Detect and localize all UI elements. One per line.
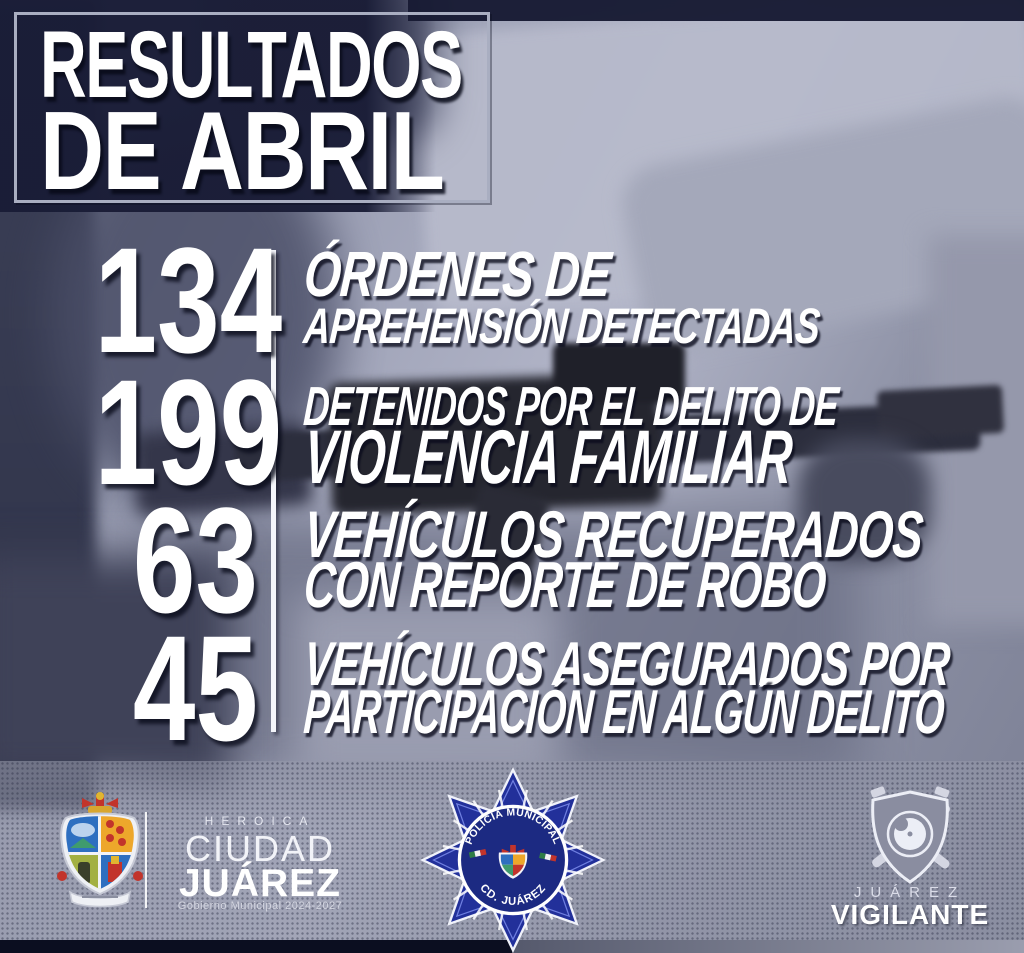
vigilante-logo: JUÁREZ VIGILANTE [820, 786, 1000, 936]
city-ciudad-label: CIUDAD [184, 828, 335, 869]
city-logo-divider [145, 812, 147, 908]
stat-value-1: 134 [94, 216, 283, 384]
stat-label-1a: ÓRDENES DE [301, 238, 614, 310]
badge-mini-coat-of-arms [498, 844, 528, 879]
stat-value-2: 199 [94, 348, 283, 516]
bottom-bar-dark [0, 940, 512, 953]
stat-value-3: 63 [132, 476, 258, 644]
badge-burst-rays [442, 789, 584, 931]
city-logo: HEROICA CIUDAD JUÁREZ Gobierno Municipal… [46, 788, 376, 924]
vigilante-shield-icon [870, 786, 951, 884]
city-coat-of-arms-icon [57, 792, 143, 908]
stat-label-4b: PARTICIPACIÓN EN ALGÚN DELITO [301, 678, 947, 747]
city-government-label: Gobierno Municipal 2024-2027 [177, 900, 343, 912]
stats-divider [271, 250, 276, 732]
rifle-scope-shape [553, 343, 685, 403]
police-star-icon: POLICÍA MUNICIPAL [420, 767, 606, 953]
title-line-1: RESULTADOS [40, 12, 463, 118]
photo-light-patch [295, 595, 560, 780]
title-frame [14, 12, 490, 203]
stat-label-1b: APREHENSIÓN DETECTADAS [301, 298, 822, 354]
photo-dark-corner [0, 555, 230, 785]
top-navy-strip [408, 0, 1024, 21]
stat-label-3b: CON REPORTE DE ROBO [301, 548, 829, 621]
vigilante-juarez-label: JUÁREZ [853, 884, 967, 901]
bottom-bar-light [512, 940, 1024, 953]
stat-label-2b: VIOLENCIA FAMILIAR [301, 415, 795, 500]
title-line-2: DE ABRIL [40, 89, 445, 213]
police-badge: POLICÍA MUNICIPAL [419, 766, 607, 953]
city-heroica-label: HEROICA [204, 814, 316, 828]
rifle-muzzle-shape [876, 384, 1005, 440]
title-panel [0, 0, 436, 212]
stat-value-4: 45 [132, 604, 258, 772]
camera-lens-icon [886, 810, 934, 858]
badge-flag-ribbons [468, 848, 557, 862]
vigilante-vigilante-label: VIGILANTE [830, 899, 990, 930]
photo-glove-shape [798, 438, 930, 562]
city-juarez-label: JUÁREZ [178, 862, 342, 905]
